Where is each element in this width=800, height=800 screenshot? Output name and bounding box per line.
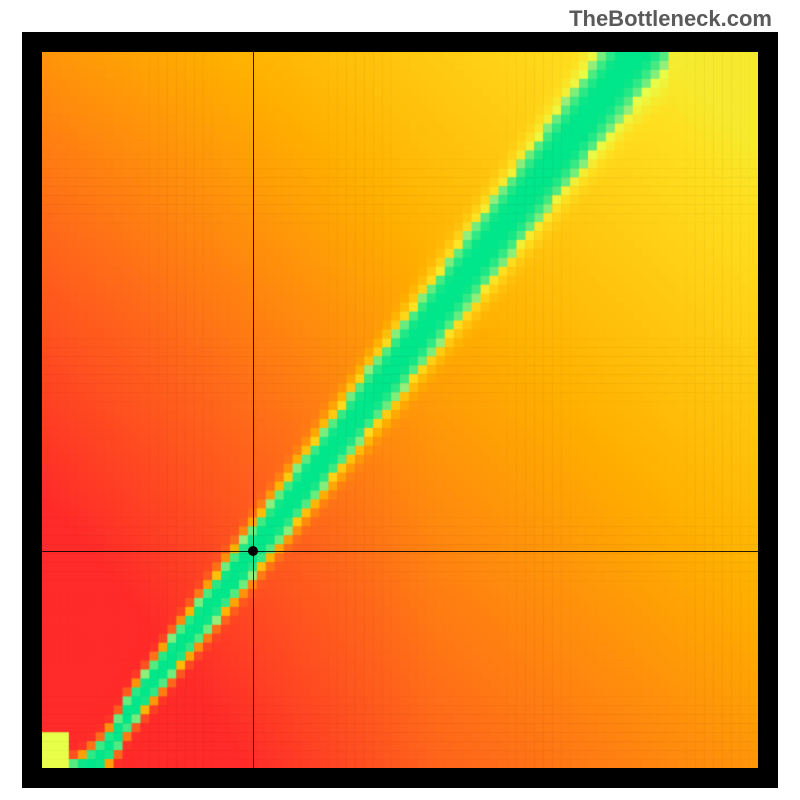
plot-area bbox=[42, 52, 758, 768]
watermark-text: TheBottleneck.com bbox=[569, 6, 772, 32]
crosshair-vertical bbox=[253, 52, 254, 768]
crosshair-horizontal bbox=[42, 551, 758, 552]
selected-point bbox=[248, 546, 258, 556]
heatmap-canvas bbox=[42, 52, 758, 768]
chart-container: TheBottleneck.com bbox=[0, 0, 800, 800]
chart-frame bbox=[22, 32, 778, 788]
